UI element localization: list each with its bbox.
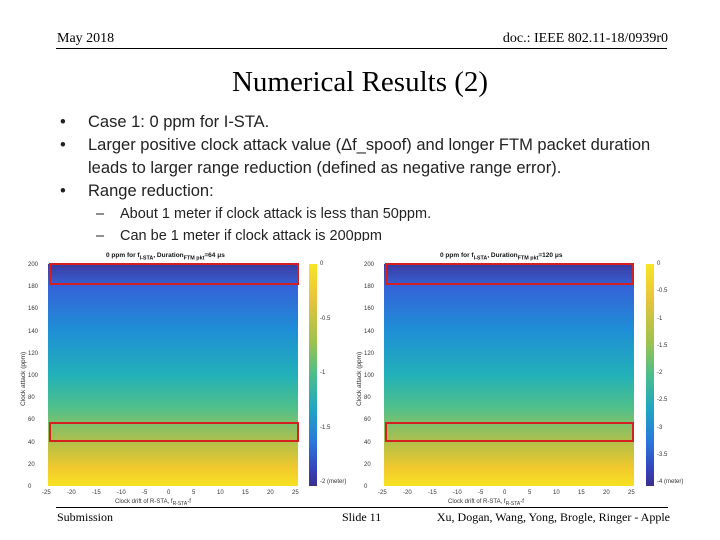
x-tick-label: -10 [453,490,462,496]
header-date: May 2018 [57,31,115,46]
slide-title: Numerical Results (2) [231,66,489,98]
footer-authors: Xu, Dogan, Wang, Yong, Brogle, Ringer - … [436,510,670,524]
y-tick-label: 100 [364,373,375,379]
y-tick-label: 20 [364,461,371,468]
x-axis-label: Clock drift of R-STA, fR-STA-f [448,499,524,508]
sub-bullet-item: – About 1 meter if clock attack is less t… [96,206,432,222]
bullet-list: • Case 1: 0 ppm for I-STA. • Larger positi… [60,111,680,241]
y-tick-label: 160 [28,306,39,313]
colorbar-tick-label: -4 (meter) [657,479,684,485]
x-tick-label: -10 [117,490,126,496]
y-tick-label: 100 [28,373,39,379]
colorbar-tick-label: -1.5 [657,342,668,349]
highlight-box-top [49,263,299,285]
y-axis-label: Clock attack (ppm) [356,351,363,406]
x-tick-label: 0 [167,490,171,496]
x-tick-label: 25 [628,490,635,496]
colorbar-tick-label: -3 [657,424,663,431]
y-tick-label: 60 [364,417,371,424]
x-tick-label: -20 [403,490,412,496]
y-tick-label: 40 [28,439,35,446]
colorbar [309,264,317,486]
x-tick-label: 25 [292,490,299,496]
plot-title: 0 ppm for fI-STA, DurationFTM pkt=64 μs [106,252,225,262]
y-tick-label: 140 [364,328,375,335]
x-tick-label: 10 [217,490,224,496]
x-tick-label: 15 [242,490,249,496]
footer-submission: Submission [57,510,114,524]
x-tick-label: -5 [478,490,484,496]
highlight-box-top [385,263,634,285]
bullet-text: Range reduction: [88,182,214,200]
colorbar-tick-label: -2 (meter) [320,479,347,485]
x-tick-label: 5 [192,490,196,496]
y-tick-label: 0 [364,484,368,490]
colorbar-tick-label: -3.5 [657,451,668,458]
colorbar [646,264,654,486]
y-tick-label: 80 [28,395,35,402]
colorbar-tick-label: -2.5 [657,397,668,404]
y-tick-label: 60 [28,417,35,424]
colorbar-tick-label: -1.5 [320,424,331,431]
colorbar-tick-label: -1 [657,315,663,322]
y-axis-label: Clock attack (ppm) [20,351,27,406]
y-tick-label: 140 [28,328,39,335]
header-doc-id: doc.: IEEE 802.11-18/0939r0 [502,31,668,46]
y-tick-label: 120 [28,350,39,357]
heatmap-area [384,264,634,486]
y-tick-label: 200 [28,262,39,268]
highlight-box-bottom [385,422,634,442]
colorbar-tick-label: 0 [320,261,324,267]
highlight-box-bottom [49,422,299,442]
colorbar-tick-label: -0.5 [320,315,331,322]
x-tick-label: -5 [142,490,148,496]
sub-bullet-text: Can be 1 meter if clock attack is 200ppm [120,228,382,241]
bullet-item: • Case 1: 0 ppm for I-STA. [60,113,270,131]
colorbar-tick-label: 0 [657,261,661,267]
heatmap-plot-right: 0 ppm for fI-STA, DurationFTM pkt=120 μs… [354,246,694,514]
y-tick-label: 0 [28,484,32,490]
bullet-item: • Larger positive clock attack value (Δf_… [60,136,651,177]
footer-slide-number: Slide 11 [342,510,382,524]
plot-title: 0 ppm for fI-STA, DurationFTM pkt=120 μs [440,252,563,262]
bullet-item: • Range reduction: [60,182,214,200]
x-tick-label: -20 [67,490,76,496]
y-tick-label: 180 [364,284,375,291]
y-tick-label: 160 [364,306,375,313]
x-tick-label: -25 [378,490,387,496]
x-tick-label: 5 [528,490,532,496]
colorbar-tick-label: -1 [320,370,326,376]
bullet-text: Case 1: 0 ppm for I-STA. [88,113,270,131]
x-tick-label: -15 [428,490,437,496]
y-tick-label: 20 [28,461,35,468]
heatmap-plot-left: 0 ppm for fI-STA, DurationFTM pkt=64 μs … [18,246,358,514]
x-tick-label: 10 [553,490,560,496]
y-tick-label: 180 [28,284,39,291]
sub-bullet-item-clipped: – Can be 1 meter if clock attack is 200pp… [60,225,680,241]
heatmap-area [48,264,298,486]
colorbar-tick-label: -2 [657,370,663,376]
header-rule [56,48,667,49]
x-axis-label: Clock drift of R-STA, fR-STA-f [115,499,191,508]
x-tick-label: 20 [267,490,274,496]
x-tick-label: 15 [578,490,585,496]
y-tick-label: 40 [364,439,371,446]
x-tick-label: -15 [92,490,101,496]
y-tick-label: 80 [364,395,371,402]
x-tick-label: 20 [603,490,610,496]
y-tick-label: 200 [364,262,375,268]
x-tick-label: 0 [503,490,507,496]
y-tick-label: 120 [364,350,375,357]
sub-bullet-text: About 1 meter if clock attack is less th… [120,206,432,222]
footer-rule [56,507,668,508]
x-tick-label: -25 [42,490,51,496]
colorbar-tick-label: -0.5 [657,288,668,295]
bullet-text: Larger positive clock attack value (Δf_s… [88,136,651,177]
